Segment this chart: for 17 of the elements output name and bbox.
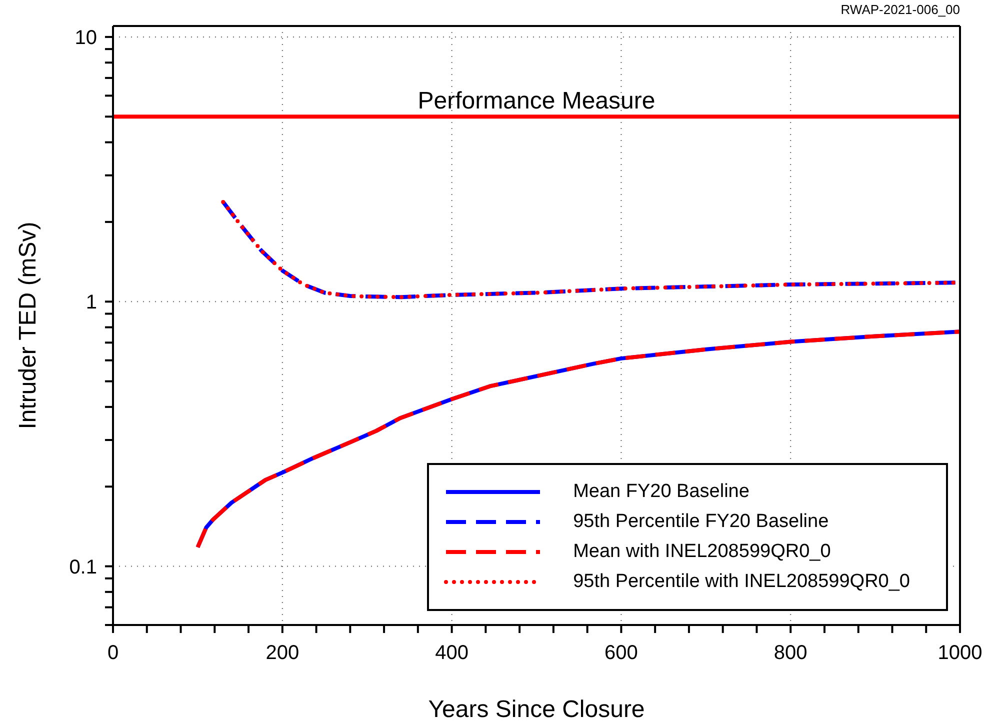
x-tick-label: 400 xyxy=(435,642,468,664)
y-tick-label: 0.1 xyxy=(69,556,97,578)
x-tick-label: 1000 xyxy=(938,642,982,664)
y-tick-label: 1 xyxy=(86,292,97,314)
x-tick-label: 800 xyxy=(774,642,808,664)
text: RWAP-2021-006_00 xyxy=(840,2,960,17)
legend-label: Mean with INEL208599QR0_0 xyxy=(573,541,831,563)
legend-label: 95th Percentile with INEL208599QR0_0 xyxy=(573,571,910,593)
x-tick-label: 600 xyxy=(604,642,638,664)
x-axis-title: Years Since Closure xyxy=(428,696,645,721)
y-axis-title: Intruder TED (mSv) xyxy=(14,222,42,430)
legend-label: 95th Percentile FY20 Baseline xyxy=(573,511,829,533)
legend-label: Mean FY20 Baseline xyxy=(573,481,750,503)
ref-line-label: Performance Measure xyxy=(418,88,656,115)
x-tick-label: 0 xyxy=(107,642,119,664)
x-tick-label: 200 xyxy=(266,642,300,664)
y-tick-label: 10 xyxy=(74,27,97,50)
